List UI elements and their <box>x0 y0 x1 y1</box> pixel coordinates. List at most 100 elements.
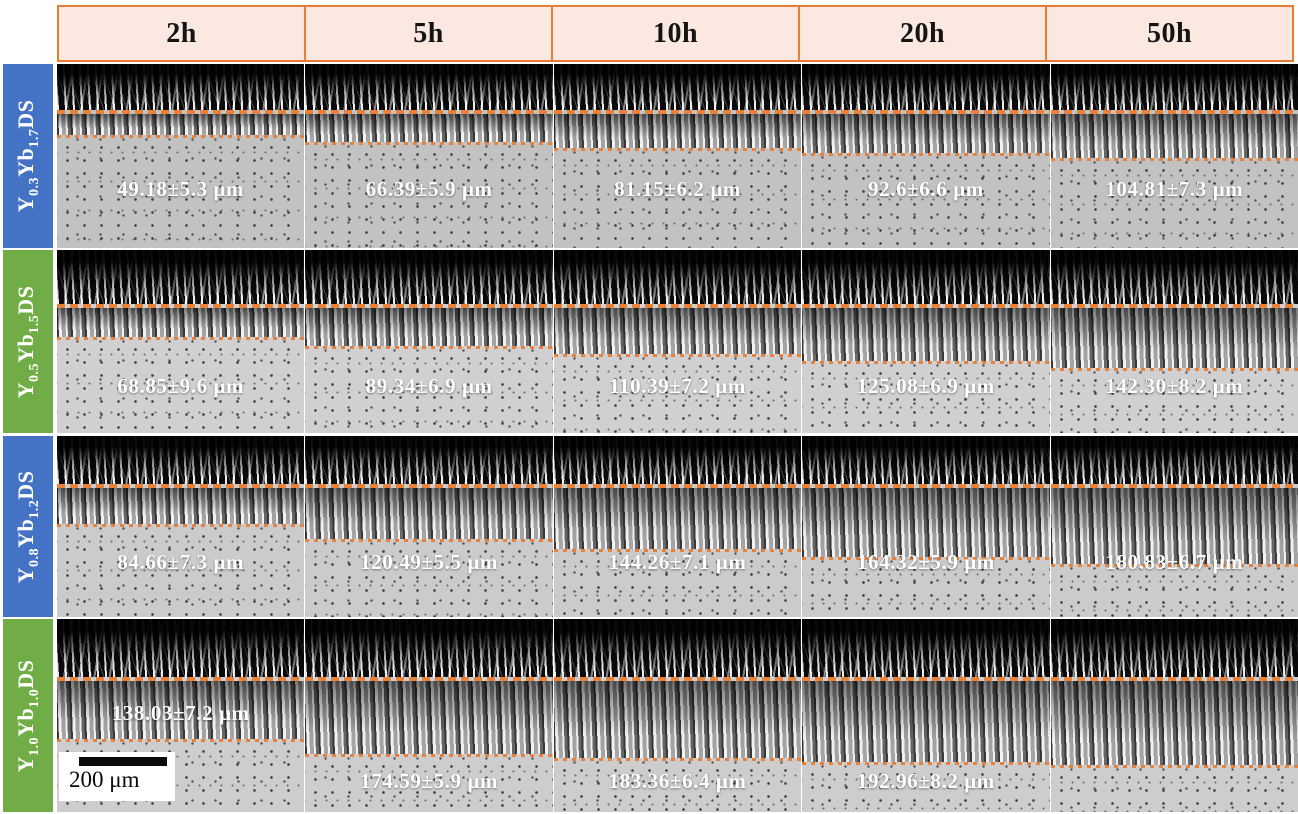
grid-row-y10yb10: Y1.0Yb1.0DS 138.03±7.2 μm 200 μm 174.59±… <box>0 619 1298 812</box>
coating-region <box>305 250 553 304</box>
substrate-region <box>802 765 1050 812</box>
coating-region <box>1050 436 1298 484</box>
interface-line-bottom <box>305 142 553 145</box>
composition-label: Y0.5Yb1.5DS <box>13 285 43 398</box>
column-header-2h: 2h <box>57 5 306 62</box>
micrograph-cell: 66.39±5.9 μm <box>305 64 553 248</box>
micrograph-cell <box>1050 619 1298 812</box>
substrate-region <box>305 757 553 812</box>
micrograph-cell: 142.30±8.2 μm <box>1050 250 1298 433</box>
micrograph-cell: 174.59±5.9 μm <box>305 619 553 812</box>
reaction-layer <box>802 488 1050 557</box>
micrograph-cell: 183.36±6.4 μm <box>553 619 802 812</box>
coating-region <box>1050 64 1298 110</box>
micrograph-cell: 120.49±5.5 μm <box>305 436 553 617</box>
reaction-layer <box>305 308 553 346</box>
reaction-layer <box>1050 308 1298 368</box>
reaction-layer <box>57 681 305 739</box>
interface-line-bottom <box>57 739 305 742</box>
micrograph-cell: 110.39±7.2 μm <box>553 250 802 433</box>
reaction-layer <box>802 681 1050 762</box>
micrograph-cell: 125.08±6.9 μm <box>802 250 1050 433</box>
interface-line-top <box>802 484 1050 488</box>
row-label-y05yb15: Y0.5Yb1.5DS <box>0 250 56 433</box>
substrate-region <box>553 761 802 812</box>
row-label-y10yb10: Y1.0Yb1.0DS <box>0 619 56 812</box>
micrograph-cell: 144.26±7.1 μm <box>553 436 802 617</box>
substrate-region <box>802 156 1050 248</box>
composition-label: Y0.8Yb1.2DS <box>13 470 43 583</box>
label-suffix: DS <box>12 285 38 315</box>
composition-label-block: Y1.0Yb1.0DS <box>3 619 53 812</box>
substrate-region <box>553 552 802 617</box>
substrate-region <box>57 138 305 248</box>
micrograph-cell: 68.85±9.6 μm <box>57 250 305 433</box>
coating-region <box>57 64 305 110</box>
interface-line-bottom <box>305 539 553 542</box>
composition-label-block: Y0.5Yb1.5DS <box>3 250 53 433</box>
coating-region <box>1050 250 1298 304</box>
label-element: Yb <box>12 333 38 363</box>
column-header-50h: 50h <box>1045 5 1294 62</box>
substrate-region <box>305 349 553 433</box>
interface-line-top <box>57 484 305 488</box>
micrograph-cell: 84.66±7.3 μm <box>57 436 305 617</box>
interface-line-bottom <box>802 153 1050 156</box>
interface-line-top <box>57 304 305 308</box>
label-suffix: DS <box>12 470 38 500</box>
coating-region <box>57 250 305 304</box>
micrograph-cell: 164.32±5.9 μm <box>802 436 1050 617</box>
coating-region <box>305 619 553 677</box>
interface-line-top <box>1050 677 1298 681</box>
interface-line-top <box>802 304 1050 308</box>
interface-line-top <box>57 677 305 681</box>
reaction-layer <box>305 488 553 539</box>
reaction-layer <box>305 114 553 142</box>
reaction-layer <box>802 308 1050 361</box>
interface-line-top <box>57 110 305 114</box>
interface-line-bottom <box>553 758 802 761</box>
scale-bar: 200 μm <box>59 752 175 801</box>
label-element: Y <box>12 566 38 583</box>
micrograph-cell: 192.96±8.2 μm <box>802 619 1050 812</box>
interface-line-top <box>1050 304 1298 308</box>
label-subscript: 1.2 <box>26 499 43 519</box>
reaction-layer <box>553 308 802 354</box>
grid-row-y05yb15: Y0.5Yb1.5DS 68.85±9.6 μm 89.34±6.9 μm 11 <box>0 250 1298 433</box>
micrograph-cell: 92.6±6.6 μm <box>802 64 1050 248</box>
interface-line-top <box>305 677 553 681</box>
coating-region <box>305 64 553 110</box>
reaction-layer <box>553 114 802 148</box>
interface-line-top <box>305 110 553 114</box>
substrate-region <box>305 542 553 617</box>
reaction-layer <box>1050 488 1298 564</box>
interface-line-bottom <box>1050 368 1298 371</box>
micrograph-cell: 49.18±5.3 μm <box>57 64 305 248</box>
coating-region <box>802 619 1050 677</box>
interface-line-bottom <box>57 135 305 138</box>
row-label-y08yb12: Y0.8Yb1.2DS <box>0 436 56 617</box>
composition-label-block: Y0.8Yb1.2DS <box>3 436 53 617</box>
interface-line-top <box>553 110 802 114</box>
reaction-layer <box>1050 681 1298 765</box>
substrate-region <box>57 340 305 433</box>
label-element: Yb <box>12 707 38 737</box>
label-suffix: DS <box>12 659 38 689</box>
reaction-layer <box>553 488 802 549</box>
coating-region <box>305 436 553 484</box>
interface-line-bottom <box>553 148 802 151</box>
reaction-layer <box>553 681 802 758</box>
label-element: Y <box>12 381 38 398</box>
reaction-layer <box>305 681 553 754</box>
substrate-region <box>1050 161 1298 248</box>
micrograph-cell: 138.03±7.2 μm 200 μm <box>57 619 305 812</box>
label-subscript: 1.5 <box>26 314 43 334</box>
interface-line-bottom <box>802 762 1050 765</box>
substrate-region <box>553 357 802 433</box>
column-header-5h: 5h <box>304 5 553 62</box>
substrate-region <box>553 151 802 248</box>
coating-region <box>802 250 1050 304</box>
micrograph-cell: 81.15±6.2 μm <box>553 64 802 248</box>
substrate-region <box>802 560 1050 617</box>
